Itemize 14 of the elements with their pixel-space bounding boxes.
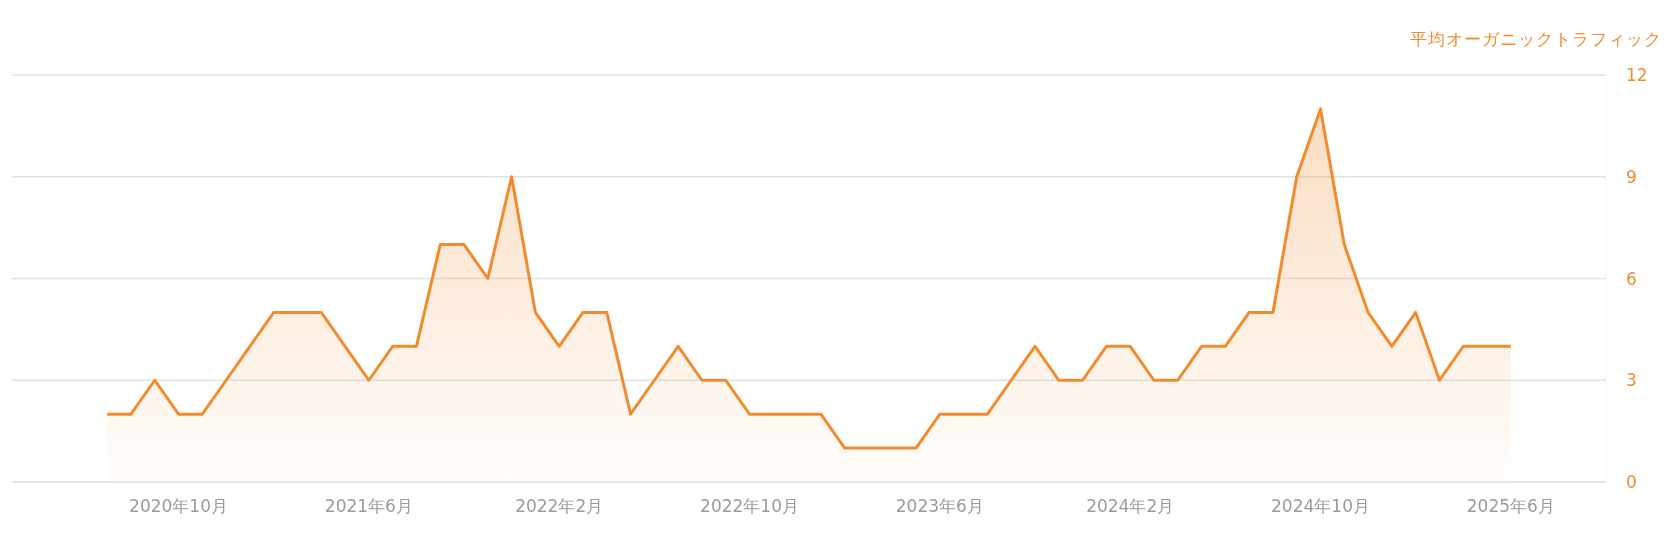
x-tick-label: 2024年10月 bbox=[1271, 496, 1370, 517]
y-tick-label: 6 bbox=[1626, 268, 1637, 289]
y-axis-title: 平均オーガニックトラフィック bbox=[1410, 28, 1662, 51]
x-tick-label: 2022年10月 bbox=[700, 496, 799, 517]
x-tick-label: 2025年6月 bbox=[1466, 496, 1555, 517]
y-tick-label: 9 bbox=[1626, 166, 1637, 187]
y-tick-label: 3 bbox=[1626, 370, 1637, 391]
x-tick-label: 2020年10月 bbox=[129, 496, 228, 517]
x-tick-label: 2023年6月 bbox=[895, 496, 984, 517]
y-tick-label: 12 bbox=[1626, 65, 1648, 86]
x-tick-label: 2022年2月 bbox=[515, 496, 604, 517]
x-tick-label: 2021年6月 bbox=[324, 496, 413, 517]
x-tick-label: 2024年2月 bbox=[1086, 496, 1175, 517]
y-tick-label: 0 bbox=[1626, 472, 1637, 493]
